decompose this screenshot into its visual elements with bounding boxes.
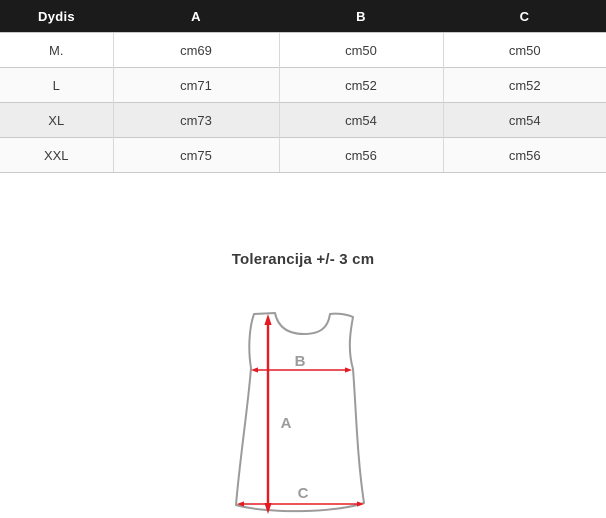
diagram-label-a: A <box>281 415 292 432</box>
arrow-right-icon <box>357 501 364 507</box>
tolerance-note: Tolerancija +/- 3 cm <box>231 251 375 268</box>
arrow-up-icon <box>264 314 272 325</box>
table-row: XXL cm75 cm56 cm56 <box>0 137 606 173</box>
column-header-size: Dydis <box>0 0 113 33</box>
arrow-left-icon <box>237 501 244 507</box>
column-header-a: A <box>113 0 279 33</box>
table-row: L cm71 cm52 cm52 <box>0 67 606 103</box>
arrow-right-icon <box>345 367 352 373</box>
size-cell: M. <box>0 32 113 68</box>
size-cell: XXL <box>0 137 113 173</box>
measurement-cell: cm56 <box>278 137 443 173</box>
diagram-label-b: B <box>295 353 306 370</box>
size-table-header-row: Dydis A B C <box>0 0 606 33</box>
measurement-cell: cm54 <box>278 102 443 138</box>
measurement-cell: cm50 <box>442 32 606 68</box>
measurement-cell: cm73 <box>112 102 279 138</box>
measurement-arrow-c <box>237 501 364 507</box>
measurement-arrow-a <box>264 314 272 514</box>
arrow-left-icon <box>251 367 258 373</box>
measurement-cell: cm52 <box>442 67 606 103</box>
tank-top-outline <box>235 312 365 513</box>
measurement-cell: cm56 <box>442 137 606 173</box>
measurement-cell: cm71 <box>112 67 279 103</box>
measurement-cell: cm50 <box>278 32 443 68</box>
measurement-cell: cm54 <box>442 102 606 138</box>
column-header-b: B <box>279 0 443 33</box>
measurement-cell: cm52 <box>278 67 443 103</box>
diagram-label-c: C <box>298 485 309 502</box>
size-table: Dydis A B C M. cm69 cm50 cm50 L cm71 cm5… <box>0 0 606 173</box>
column-header-c: C <box>443 0 606 33</box>
measurement-arrow-b <box>251 367 352 373</box>
measurement-cell: cm75 <box>112 137 279 173</box>
size-cell: XL <box>0 102 113 138</box>
size-cell: L <box>0 67 113 103</box>
table-row: M. cm69 cm50 cm50 <box>0 32 606 68</box>
measurement-cell: cm69 <box>112 32 279 68</box>
table-row: XL cm73 cm54 cm54 <box>0 102 606 138</box>
garment-measurement-diagram: A B C <box>235 312 365 514</box>
arrow-down-icon <box>264 503 272 514</box>
